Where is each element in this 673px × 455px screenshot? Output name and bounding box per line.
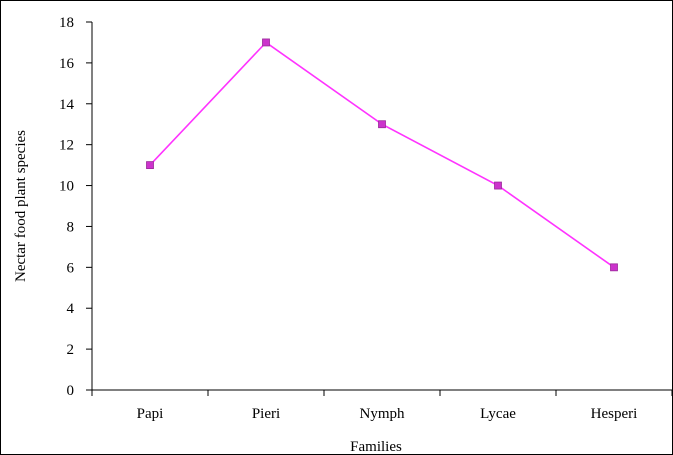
y-tick-label: 18 (59, 15, 74, 31)
x-axis-title: Families (350, 439, 402, 454)
y-tick-label: 4 (67, 301, 75, 317)
y-axis-title: Nectar food plant species (13, 130, 29, 282)
x-tick-label: Papi (137, 406, 164, 422)
y-tick-label: 2 (67, 342, 75, 358)
y-tick-label: 6 (67, 260, 75, 276)
y-tick-label: 12 (59, 138, 74, 154)
y-tick-label: 0 (67, 383, 75, 399)
y-axis-ticks: 0 2 4 6 8 10 12 14 16 18 (59, 15, 92, 399)
y-tick-label: 16 (59, 56, 75, 72)
data-point (378, 120, 386, 129)
data-point (494, 181, 502, 190)
series-layer (146, 38, 618, 272)
y-tick-label: 10 (59, 179, 74, 195)
y-tick-label: 14 (59, 97, 75, 113)
data-point (262, 38, 270, 47)
x-axis-ticks: Papi Pieri Nymph Lycae Hesperi (91, 390, 672, 422)
series-line (149, 41, 615, 268)
x-tick-label: Nymph (360, 406, 406, 422)
data-point (146, 161, 154, 170)
y-tick-label: 8 (67, 219, 75, 235)
x-tick-label: Hesperi (591, 406, 638, 422)
x-tick-label: Pieri (252, 406, 280, 422)
data-point (610, 263, 618, 272)
x-tick-label: Lycae (480, 406, 516, 422)
